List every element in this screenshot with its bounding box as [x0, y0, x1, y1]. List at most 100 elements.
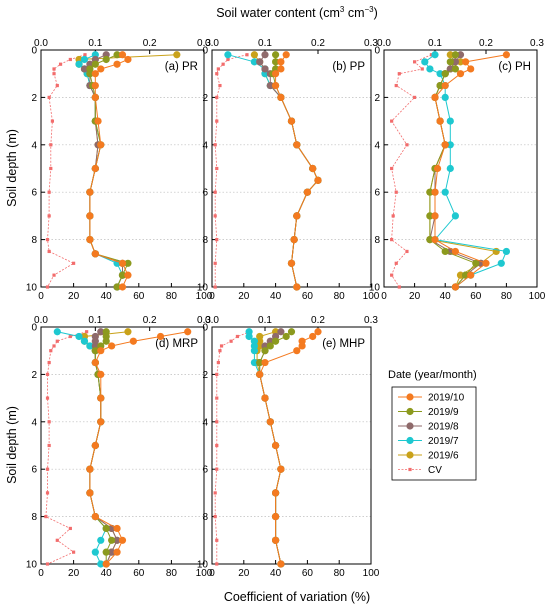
data-point-2019-10 [451, 247, 459, 256]
top-tick-label: 0.1 [88, 315, 102, 326]
data-point-2019-10 [118, 536, 127, 544]
data-point-2019-10 [282, 51, 290, 59]
data-point-2019-10 [431, 236, 439, 244]
cv-point [218, 83, 222, 88]
series-line-2019-7 [227, 54, 319, 288]
depth-tick-label: 4 [31, 417, 37, 428]
panel-label: (a) PR [165, 61, 198, 73]
data-point-2019-6 [250, 51, 258, 59]
series-line-2019-7 [78, 54, 124, 288]
data-point-2019-8 [266, 81, 274, 90]
cv-point [213, 515, 217, 519]
data-point-2019-7 [86, 342, 94, 350]
bottom-tick-label: 80 [166, 291, 178, 302]
data-point-2019-10 [91, 93, 99, 101]
data-point-2019-10 [91, 250, 99, 258]
cv-point [397, 285, 401, 289]
cv-line [47, 54, 86, 288]
bottom-tick-label: 60 [302, 291, 314, 302]
depth-tick-label: 6 [374, 188, 380, 199]
data-point-2019-9 [91, 60, 99, 68]
cv-point [390, 166, 394, 171]
depth-tick-label: 0 [374, 46, 380, 57]
cv-point [55, 83, 59, 88]
data-point-2019-9 [256, 358, 264, 367]
data-point-2019-9 [426, 212, 434, 220]
data-point-2019-9 [124, 259, 132, 267]
top-tick-label: 0.3 [530, 38, 544, 49]
data-point-2019-10 [431, 212, 439, 220]
data-point-2019-10 [86, 236, 94, 244]
cv-line [391, 54, 432, 288]
bottom-tick-label: 20 [409, 291, 421, 302]
depth-tick-label: 6 [202, 465, 208, 476]
data-point-2019-10 [287, 117, 296, 125]
top-tick-label: 0.1 [88, 38, 102, 49]
top-tick-label: 0.0 [205, 38, 219, 49]
bottom-tick-label: 60 [302, 568, 314, 579]
cv-point [47, 443, 51, 448]
data-point-2019-7 [97, 560, 105, 568]
y-axis-title-bottom: Soil depth (m) [5, 406, 19, 484]
depth-tick-label: 4 [202, 417, 208, 428]
data-point-2019-10 [86, 465, 94, 473]
cv-point [44, 515, 48, 519]
data-point-2019-10 [272, 441, 280, 450]
depth-tick-label: 6 [31, 188, 37, 199]
bottom-tick-label: 20 [238, 291, 250, 302]
bottom-tick-label: 0 [38, 291, 44, 302]
data-point-2019-9 [282, 332, 290, 341]
data-point-2019-10 [156, 332, 165, 341]
data-point-2019-10 [293, 141, 301, 149]
data-point-2019-10 [309, 332, 317, 341]
data-point-2019-8 [456, 51, 465, 59]
depth-tick-label: 10 [26, 283, 38, 294]
cv-point [215, 396, 219, 400]
data-point-2019-10 [97, 347, 105, 355]
data-point-2019-8 [256, 58, 264, 66]
cv-point [68, 334, 72, 339]
data-point-2019-7 [426, 65, 434, 73]
top-tick-label: 0.0 [205, 315, 219, 326]
data-point-2019-10 [91, 81, 99, 90]
data-point-2019-10 [293, 212, 301, 220]
data-point-2019-10 [272, 70, 280, 78]
data-point-2019-7 [250, 358, 258, 367]
legend-label: 2019/9 [428, 407, 459, 418]
cv-point [226, 57, 230, 62]
data-point-2019-7 [502, 247, 510, 256]
depth-tick-label: 6 [202, 188, 208, 199]
panel-data [213, 328, 322, 568]
panel-label: (b) PP [332, 61, 365, 73]
data-point-2019-9 [102, 337, 110, 345]
data-point-2019-10 [113, 548, 121, 556]
data-point-2019-10 [118, 51, 127, 59]
top-tick-label: 0.2 [143, 38, 157, 49]
data-point-2019-9 [426, 188, 434, 196]
cv-point [52, 344, 56, 348]
cv-point [213, 143, 217, 147]
data-point-2019-10 [97, 370, 105, 378]
data-point-2019-9 [472, 259, 480, 267]
data-point-2019-7 [446, 164, 454, 173]
data-point-2019-10 [261, 358, 269, 367]
series-line-2019-8 [259, 54, 319, 288]
data-point-2019-10 [91, 441, 99, 450]
data-point-2019-10 [433, 164, 442, 173]
data-point-2019-7 [224, 51, 232, 59]
plot-frame [383, 49, 538, 288]
data-point-2019-10 [272, 536, 280, 544]
depth-tick-label: 2 [31, 370, 37, 381]
cv-point [58, 62, 63, 66]
series-line-2019-8 [83, 54, 123, 288]
cv-point [45, 562, 50, 566]
cv-point [47, 420, 51, 424]
data-point-2019-6 [456, 58, 465, 66]
data-point-2019-10 [436, 117, 444, 125]
cv-point [215, 420, 219, 424]
legend-label: 2019/8 [428, 422, 459, 433]
y-axis-title-top: Soil depth (m) [5, 129, 19, 207]
cv-point [390, 119, 394, 123]
bottom-tick-label: 40 [101, 568, 113, 579]
data-point-2019-9 [426, 236, 434, 244]
